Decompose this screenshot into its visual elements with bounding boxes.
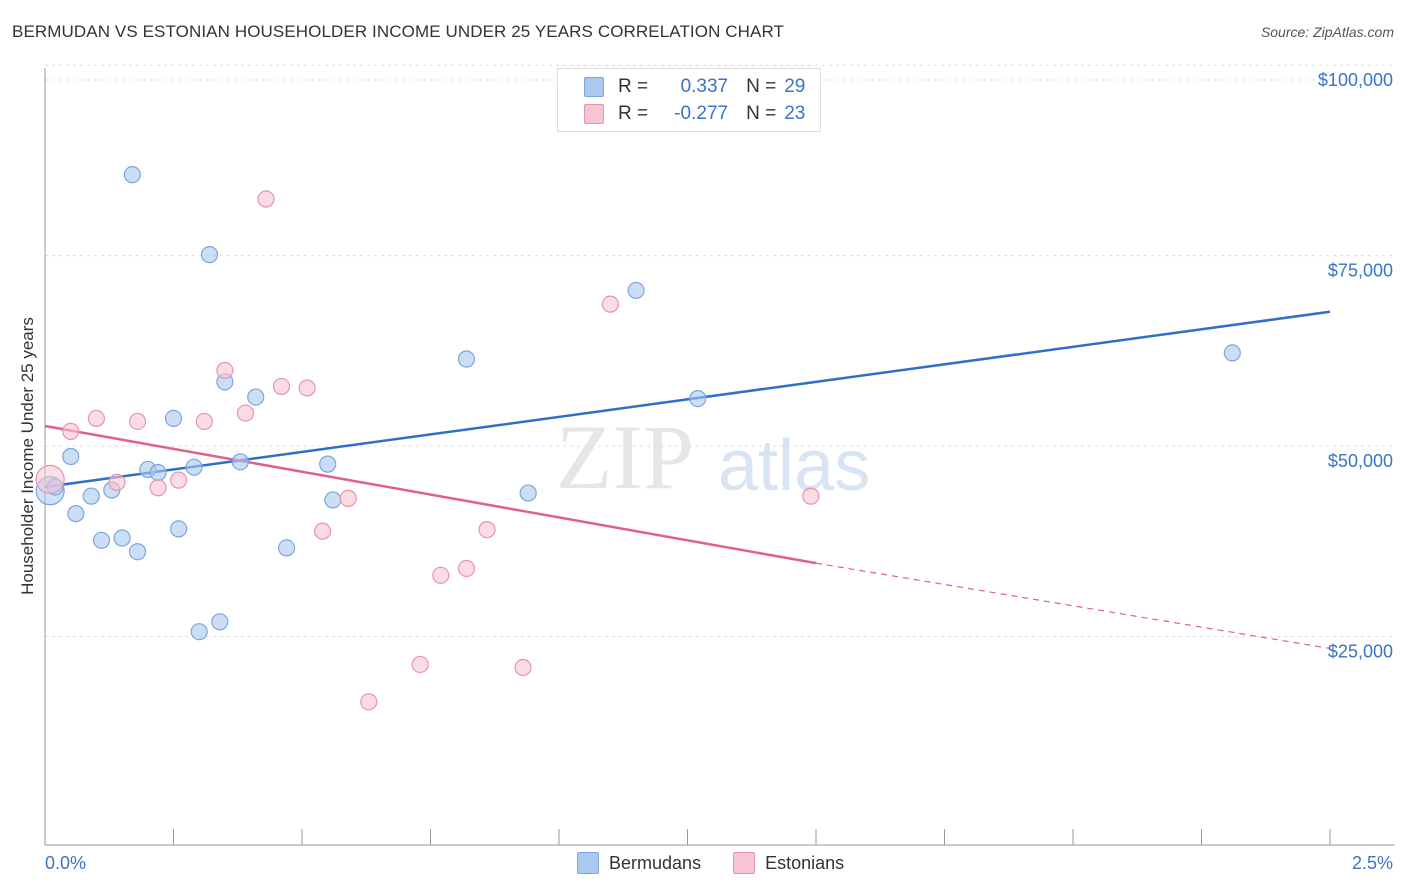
legend-swatch-estonians <box>584 104 604 124</box>
point-bermudans <box>62 447 80 466</box>
series-label-estonians: Estonians <box>765 852 845 873</box>
point-estonians <box>601 295 620 313</box>
chart-source: Source: ZipAtlas.com <box>1260 24 1394 40</box>
point-estonians <box>257 190 275 208</box>
point-bermudans <box>519 484 537 502</box>
point-bermudans <box>324 491 342 509</box>
axes <box>44 68 1395 846</box>
point-estonians <box>360 693 378 711</box>
x-tick-label: 2.5% <box>1352 853 1393 873</box>
point-bermudans <box>67 505 85 523</box>
watermark-atlas: atlas <box>718 426 870 506</box>
legend-n-value: 23 <box>784 103 806 124</box>
point-bermudans <box>200 246 219 264</box>
legend-swatch-bermudans <box>584 77 604 97</box>
legend-n-label: N = <box>746 76 777 97</box>
trend-line-extension-estonians <box>815 562 1331 650</box>
legend-row-estonians: R = -0.277 N = 23 <box>584 101 805 127</box>
point-estonians <box>514 658 532 677</box>
watermark: ZIP atlas <box>556 406 870 508</box>
point-bermudans <box>1223 344 1241 362</box>
trend-lines <box>44 310 1331 650</box>
series-swatch-estonians <box>733 852 756 874</box>
point-bermudans <box>128 543 147 561</box>
point-estonians <box>87 409 106 428</box>
trend-line-bermudans <box>44 310 1331 489</box>
point-bermudans <box>113 529 131 547</box>
y-tick-label: $100,000 <box>1318 70 1393 90</box>
watermark-zip: ZIP <box>556 406 694 508</box>
point-estonians <box>108 473 126 491</box>
point-estonians <box>339 489 357 507</box>
y-tick-label: $50,000 <box>1328 451 1393 471</box>
point-bermudans <box>82 487 100 505</box>
point-estonians <box>128 412 147 431</box>
y-tick-label: $75,000 <box>1328 261 1393 281</box>
tick-labels: $25,000 $50,000 $75,000 $100,000 0.0% 2.5% <box>45 70 1393 873</box>
x-tick-label: 0.0% <box>45 853 86 873</box>
point-bermudans <box>185 458 203 476</box>
chart-title: BERMUDAN VS ESTONIAN HOUSEHOLDER INCOME … <box>12 22 785 41</box>
series-legend: Bermudans Estonians <box>577 852 876 874</box>
point-bermudans <box>627 281 645 300</box>
point-estonians <box>236 404 255 422</box>
y-axis-label: Householder Income Under 25 years <box>18 317 37 595</box>
point-estonians <box>195 412 213 431</box>
legend-n-value: 29 <box>784 76 806 97</box>
series-label-bermudans: Bermudans <box>609 852 702 873</box>
point-estonians <box>411 655 429 674</box>
point-bermudans <box>457 350 476 368</box>
point-bermudans <box>689 390 707 408</box>
point-estonians <box>62 422 80 440</box>
point-estonians <box>802 487 820 505</box>
point-estonians <box>313 522 332 540</box>
point-bermudans <box>123 166 141 184</box>
series-legend-bermudans[interactable]: Bermudans <box>577 852 701 874</box>
point-estonians <box>272 377 291 396</box>
point-bermudans <box>170 520 188 538</box>
point-bermudans <box>231 453 249 471</box>
correlation-legend: R = 0.337 N = 29 R = -0.277 N = 23 <box>557 68 821 132</box>
y-tick-label: $25,000 <box>1328 642 1393 662</box>
legend-n-label: N = <box>746 103 777 124</box>
trend-line-estonians <box>44 424 817 565</box>
point-bermudans <box>190 623 208 641</box>
point-estonians <box>298 379 316 397</box>
point-bermudans <box>277 539 296 557</box>
point-bermudans <box>211 613 229 631</box>
series-legend-estonians[interactable]: Estonians <box>733 852 844 874</box>
point-estonians <box>216 361 234 380</box>
point-bermudans <box>92 531 111 549</box>
legend-r-value: -0.277 <box>674 103 729 124</box>
series-swatch-bermudans <box>577 852 599 874</box>
point-bermudans <box>164 409 183 428</box>
point-estonians <box>432 566 450 584</box>
point-estonians <box>35 464 65 494</box>
point-estonians <box>170 471 188 489</box>
point-estonians <box>149 479 167 497</box>
point-estonians <box>478 521 496 539</box>
legend-row-bermudans: R = 0.337 N = 29 <box>584 74 805 100</box>
legend-r-label: R = <box>618 103 649 124</box>
point-bermudans <box>149 463 167 482</box>
point-bermudans <box>247 388 265 406</box>
point-bermudans <box>319 455 337 473</box>
point-estonians <box>457 559 476 578</box>
data-points <box>35 166 1241 711</box>
grid-lines <box>45 64 1395 638</box>
legend-r-value: 0.337 <box>680 76 729 97</box>
legend-r-label: R = <box>618 76 649 97</box>
